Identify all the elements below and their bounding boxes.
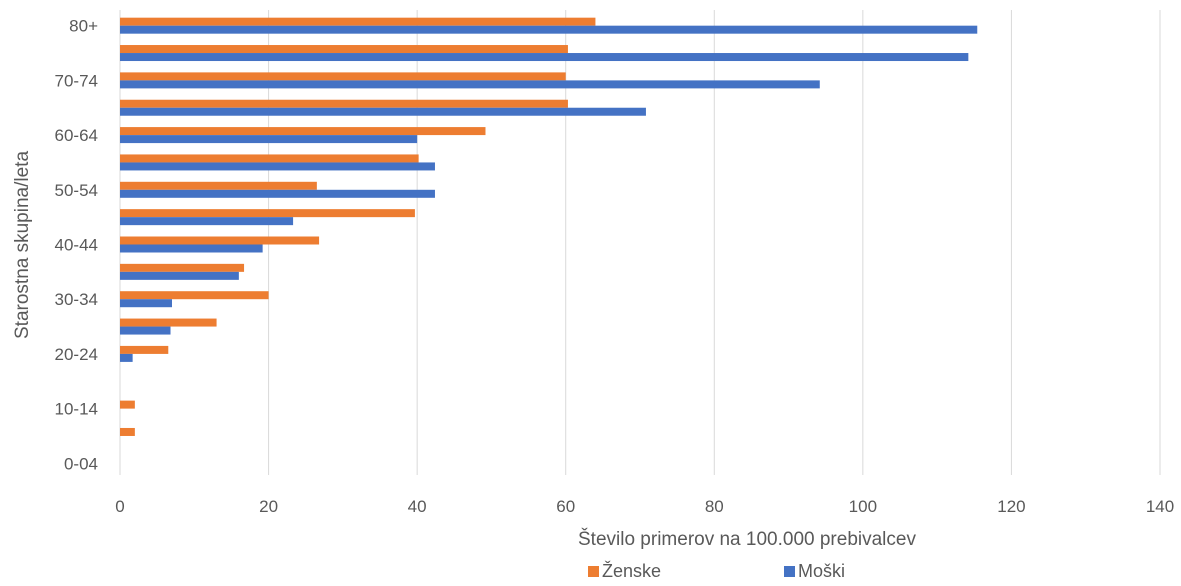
x-axis-title: Število primerov na 100.000 prebivalcev: [578, 528, 916, 550]
bar-zenske-70-74: [120, 72, 566, 81]
bars: [120, 17, 978, 436]
x-tick-label: 40: [408, 497, 427, 516]
y-tick-label: 0-04: [64, 454, 98, 473]
bar-zenske-75-79: [120, 45, 568, 54]
y-tick-label: 30-34: [55, 290, 98, 309]
bar-moski-55-59: [120, 162, 435, 171]
bar-zenske-60-64: [120, 127, 486, 136]
y-tick-label: 10-14: [55, 400, 98, 419]
bar-zenske-80+: [120, 17, 596, 26]
bar-zenske-10-14: [120, 400, 135, 409]
bar-zenske-20-24: [120, 345, 169, 354]
x-tick-label: 80: [705, 497, 724, 516]
bar-zenske-55-59: [120, 154, 419, 163]
bar-moski-25-29: [120, 326, 171, 335]
y-tick-label: 70-74: [55, 71, 98, 90]
x-tick-label: 20: [259, 497, 278, 516]
y-tick-label: 50-54: [55, 181, 98, 200]
bar-zenske-30-34: [120, 291, 269, 300]
x-tick-label: 120: [997, 497, 1025, 516]
x-tick-label: 60: [556, 497, 575, 516]
y-tick-label: 40-44: [55, 236, 98, 255]
bar-moski-40-44: [120, 244, 263, 253]
bar-zenske-45-49: [120, 209, 415, 218]
x-tick-labels: 0 20 40 60 80 100 120 140: [115, 497, 1174, 516]
x-tick-label: 140: [1146, 497, 1174, 516]
legend-item-zenske: Ženske: [588, 561, 661, 581]
bar-moski-75-79: [120, 53, 969, 62]
bar-moski-30-34: [120, 299, 172, 308]
y-tick-label: 20-24: [55, 345, 98, 364]
y-tick-label: 60-64: [55, 126, 98, 145]
legend-label: Ženske: [602, 561, 661, 581]
bar-zenske-05-09: [120, 427, 135, 436]
legend: Ženske Moški: [588, 561, 845, 581]
bar-moski-35-39: [120, 271, 239, 280]
bar-moski-80+: [120, 25, 978, 34]
y-tick-labels: 0-04 10-14 20-24 30-34 40-44 50-54 60-64 70-74 8…: [55, 17, 99, 474]
bar-zenske-25-29: [120, 318, 217, 327]
x-tick-label: 0: [115, 497, 124, 516]
x-tick-label: 100: [849, 497, 877, 516]
bar-zenske-35-39: [120, 263, 245, 272]
bar-moski-70-74: [120, 80, 820, 89]
bar-zenske-40-44: [120, 236, 320, 245]
bar-zenske-50-54: [120, 181, 317, 190]
bar-moski-50-54: [120, 189, 435, 198]
legend-label: Moški: [798, 561, 845, 581]
bar-moski-60-64: [120, 135, 418, 144]
bar-moski-20-24: [120, 353, 133, 362]
y-tick-label: 80+: [69, 17, 98, 36]
y-axis-title: Starostna skupina/leta: [12, 151, 33, 339]
legend-swatch: [784, 566, 795, 577]
legend-swatch: [588, 566, 599, 577]
legend-item-moski: Moški: [784, 561, 845, 581]
bar-moski-45-49: [120, 217, 294, 226]
bar-zenske-65-69: [120, 99, 568, 108]
bar-moski-65-69: [120, 107, 646, 116]
